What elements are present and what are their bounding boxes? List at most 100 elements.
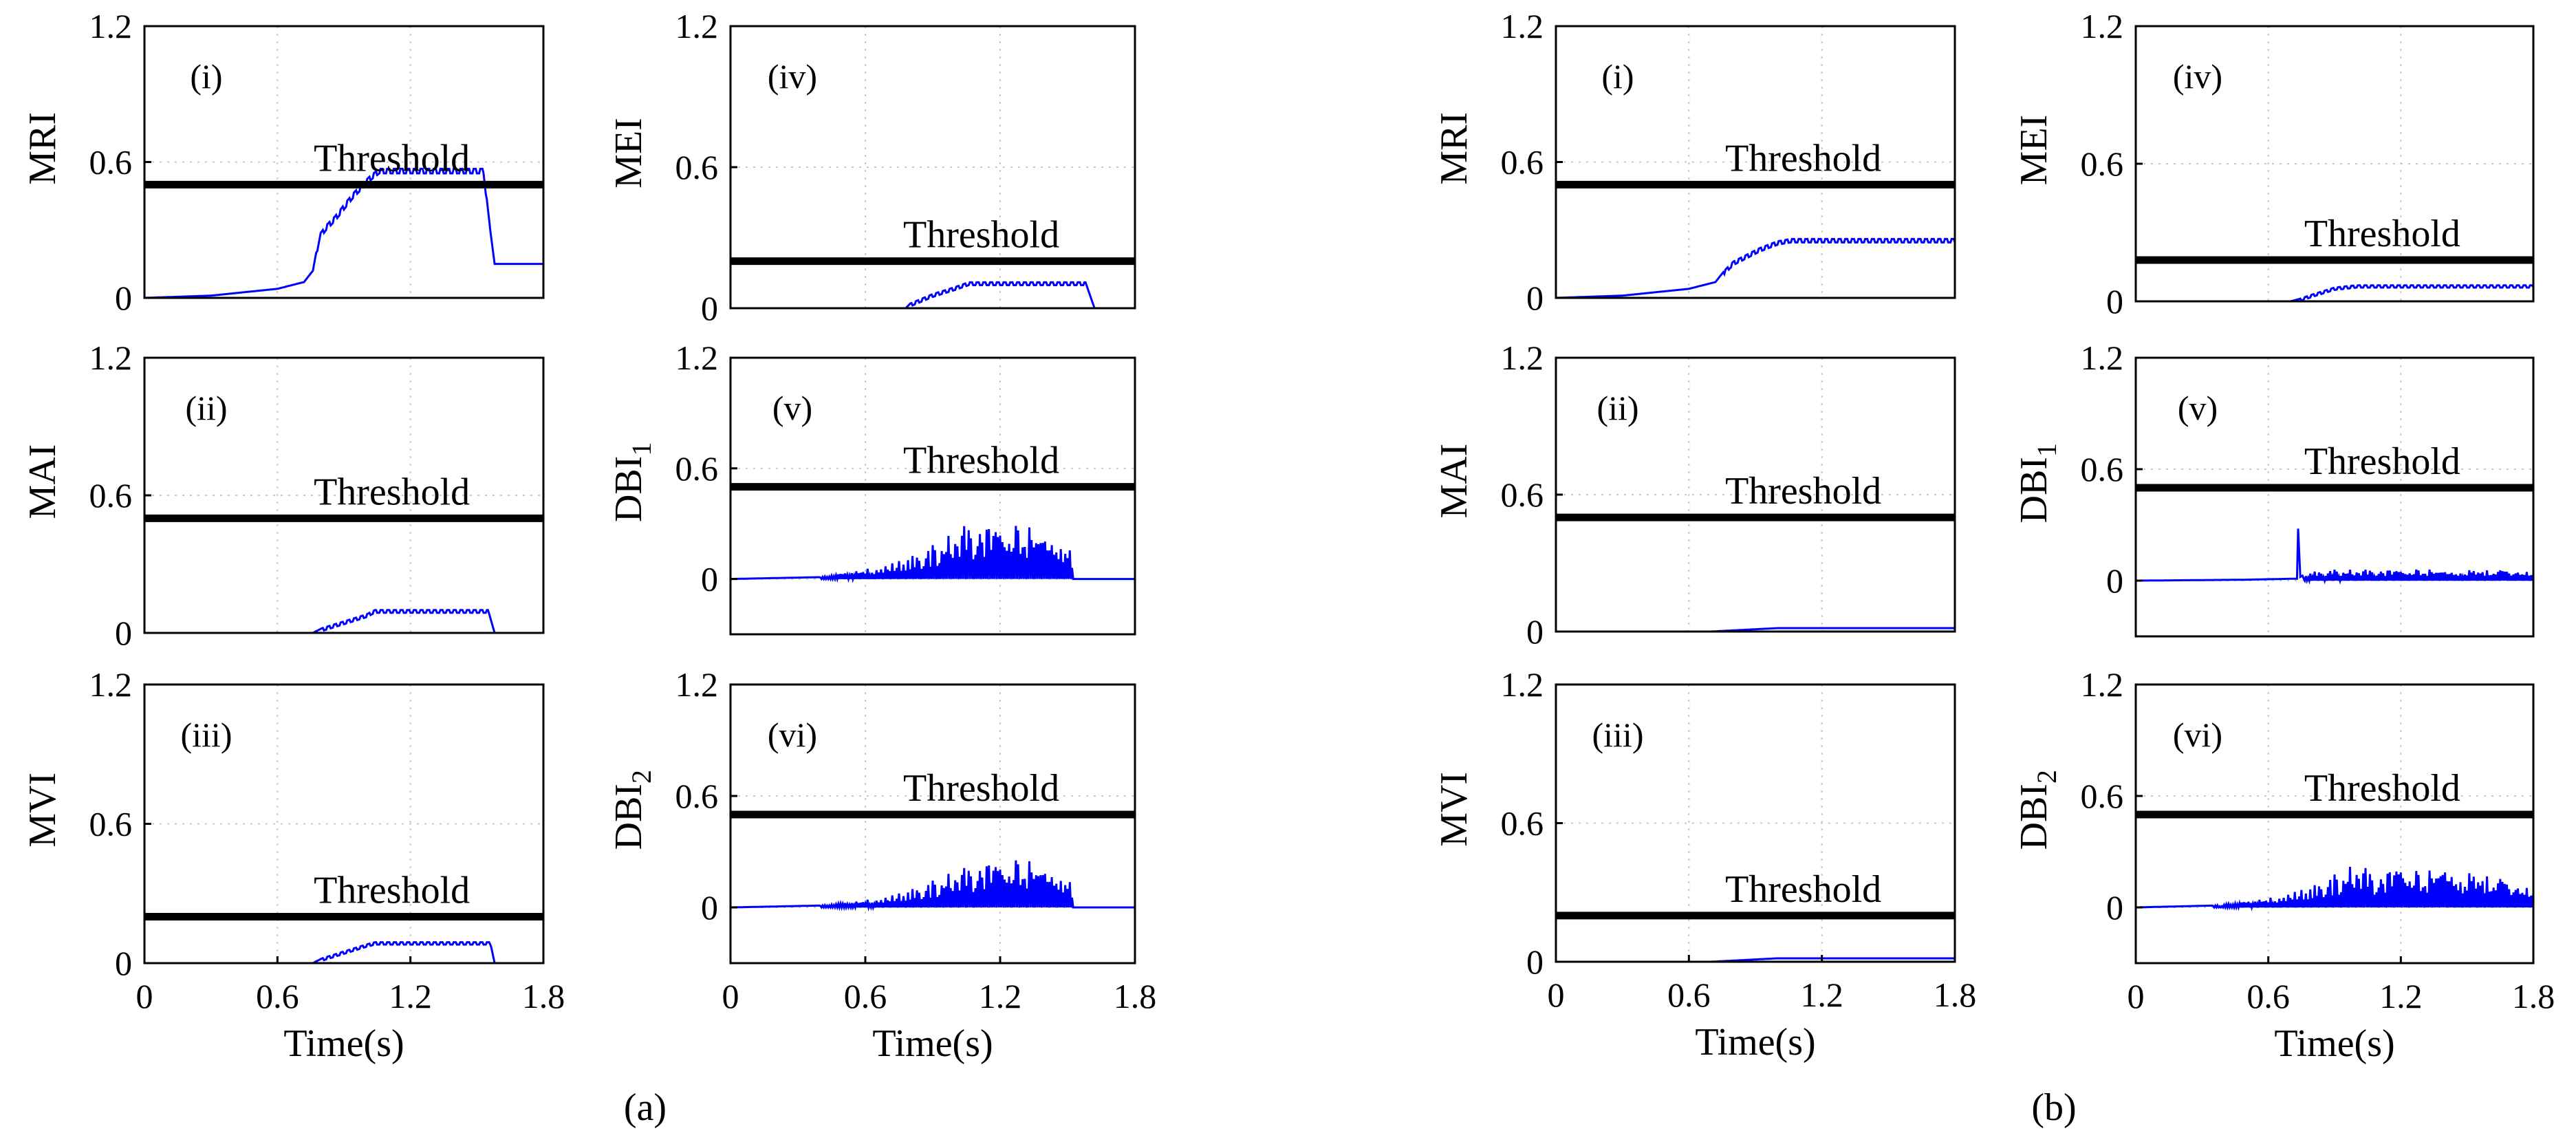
chart-panel: Threshold (iv) 0 0.6 1.2 MEI <box>607 7 1136 327</box>
y-tick-label: 0 <box>2106 282 2123 321</box>
y-axis-label-text: MAI <box>21 444 64 519</box>
signal-line <box>144 941 543 965</box>
y-axis-label-subscript: 2 <box>626 770 657 784</box>
y-tick-label: 0 <box>115 614 132 652</box>
panel-tag: (iii) <box>1592 715 1644 754</box>
y-tick-label: 1.2 <box>1501 338 1544 377</box>
x-tick-label: 1.2 <box>979 977 1022 1015</box>
panel-tag: (vi) <box>768 715 817 754</box>
signal-line <box>144 167 543 299</box>
y-tick-label: 1.2 <box>2081 665 2124 704</box>
y-tick-label: 0.6 <box>675 148 719 186</box>
signal-line <box>730 281 1135 310</box>
chart-panel: Threshold (vi) 0 0.6 1.2 0 0.6 1.2 1.8 Time(s) DBI… <box>607 665 1156 1065</box>
y-tick-label: 0 <box>701 888 718 927</box>
y-axis-label-text: MRI <box>1433 112 1475 185</box>
signal-line <box>1555 237 1956 299</box>
panel-tag: (iii) <box>181 715 232 754</box>
y-tick-label: 0.6 <box>1501 475 1544 514</box>
y-axis-label: MEI <box>607 118 650 188</box>
signal-line <box>2136 284 2535 303</box>
x-tick-label: 0 <box>722 977 739 1015</box>
y-tick-label: 0 <box>115 279 132 317</box>
y-axis-label: MRI <box>21 112 64 185</box>
panel-tag: (vi) <box>2173 715 2222 754</box>
y-axis-label-text: DBI <box>607 784 650 850</box>
axes-frame <box>2134 683 2535 965</box>
threshold-label: Threshold <box>1725 470 1881 513</box>
x-tick-label: 0.6 <box>2247 977 2290 1015</box>
y-axis-label: MAI <box>21 444 64 519</box>
y-tick-label: 0.6 <box>2081 144 2124 183</box>
panel-tag: (iv) <box>2173 57 2222 96</box>
panel-tag: (v) <box>2178 389 2218 427</box>
y-axis-label-subscript: 1 <box>2031 443 2062 457</box>
y-axis-label: MVI <box>21 773 64 848</box>
y-tick-label: 1.2 <box>675 338 719 377</box>
y-axis-label-text: MRI <box>21 112 64 185</box>
x-tick-label: 1.2 <box>389 977 432 1015</box>
threshold-label: Threshold <box>903 440 1059 482</box>
chart-panel: Threshold (iii) 0 0.6 1.2 0 0.6 1.2 1.8 Time(s) MV… <box>1433 665 1976 1064</box>
x-axis-label: Time(s) <box>2274 1022 2394 1065</box>
y-axis-label-text: MVI <box>21 773 64 848</box>
y-tick-label: 1.2 <box>1501 7 1544 45</box>
figure-label-a: (a) <box>624 1086 667 1129</box>
chart-panel: Threshold (i) 0 0.6 1.2 MRI <box>21 7 545 317</box>
signal-line <box>2136 867 2535 912</box>
x-tick-label: 0 <box>1548 976 1565 1014</box>
y-tick-label: 1.2 <box>89 665 133 704</box>
y-axis-label-subscript: 2 <box>2031 770 2062 784</box>
y-axis-label: DBI1 <box>2013 443 2062 523</box>
axes-frame <box>2134 356 2535 638</box>
x-tick-label: 1.8 <box>1114 977 1157 1015</box>
y-axis-label-text: DBI <box>2013 784 2055 850</box>
y-tick-label: 0.6 <box>675 449 719 488</box>
chart-panel: Threshold (iv) 0 0.6 1.2 MEI <box>2013 7 2535 321</box>
y-axis-label-subscript: 1 <box>626 442 657 456</box>
y-axis-label-text: DBI <box>2013 457 2055 523</box>
chart-panel: Threshold (ii) 0 0.6 1.2 MAI <box>21 338 545 652</box>
y-tick-label: 1.2 <box>675 7 719 45</box>
y-axis-label: MEI <box>2013 115 2055 186</box>
y-axis-label: MVI <box>1433 772 1475 847</box>
y-axis-label: MRI <box>1433 112 1475 185</box>
y-tick-label: 0.6 <box>89 805 133 843</box>
y-tick-label: 0.6 <box>675 777 719 815</box>
axes-frame <box>729 356 1136 636</box>
y-axis-label-text: MEI <box>2013 115 2055 186</box>
y-axis-label: MAI <box>1433 444 1475 519</box>
signal-line <box>730 860 1135 912</box>
y-tick-label: 0 <box>2106 561 2123 600</box>
threshold-label: Threshold <box>314 137 470 180</box>
threshold-label: Threshold <box>1725 137 1881 180</box>
y-axis-label: DBI1 <box>607 442 657 522</box>
y-axis-label-text: DBI <box>607 456 650 522</box>
y-tick-label: 0 <box>1526 612 1544 651</box>
chart-panel: Threshold (i) 0 0.6 1.2 MRI <box>1433 7 1956 317</box>
y-tick-label: 1.2 <box>2081 338 2124 377</box>
x-tick-label: 1.8 <box>522 977 565 1015</box>
chart-panel: Threshold (v) 0 0.6 1.2 DBI1 <box>2013 338 2535 638</box>
y-tick-label: 0.6 <box>2081 450 2124 488</box>
axes-frame <box>729 683 1136 965</box>
threshold-label: Threshold <box>1725 868 1881 911</box>
panel-tag: (iv) <box>768 57 817 96</box>
y-tick-label: 0.6 <box>89 143 133 182</box>
panel-tag: (i) <box>1601 57 1634 96</box>
x-tick-label: 0.6 <box>1667 976 1711 1014</box>
panel-tag: (ii) <box>185 389 227 427</box>
threshold-label: Threshold <box>903 767 1059 810</box>
y-axis-label-text: MEI <box>607 118 650 188</box>
threshold-label: Threshold <box>2304 440 2460 483</box>
x-axis-label: Time(s) <box>283 1022 404 1065</box>
panels-layer: Threshold (i) 0 0.6 1.2 MRI Threshold (iv) 0 0.6 1… <box>21 7 2555 1065</box>
threshold-label: Threshold <box>903 214 1059 257</box>
y-tick-label: 0 <box>701 560 718 599</box>
panel-tag: (v) <box>772 389 812 427</box>
y-axis-label: DBI2 <box>2013 770 2062 850</box>
x-tick-label: 1.2 <box>1800 976 1843 1014</box>
threshold-label: Threshold <box>314 471 470 513</box>
x-tick-label: 0 <box>2128 977 2145 1015</box>
